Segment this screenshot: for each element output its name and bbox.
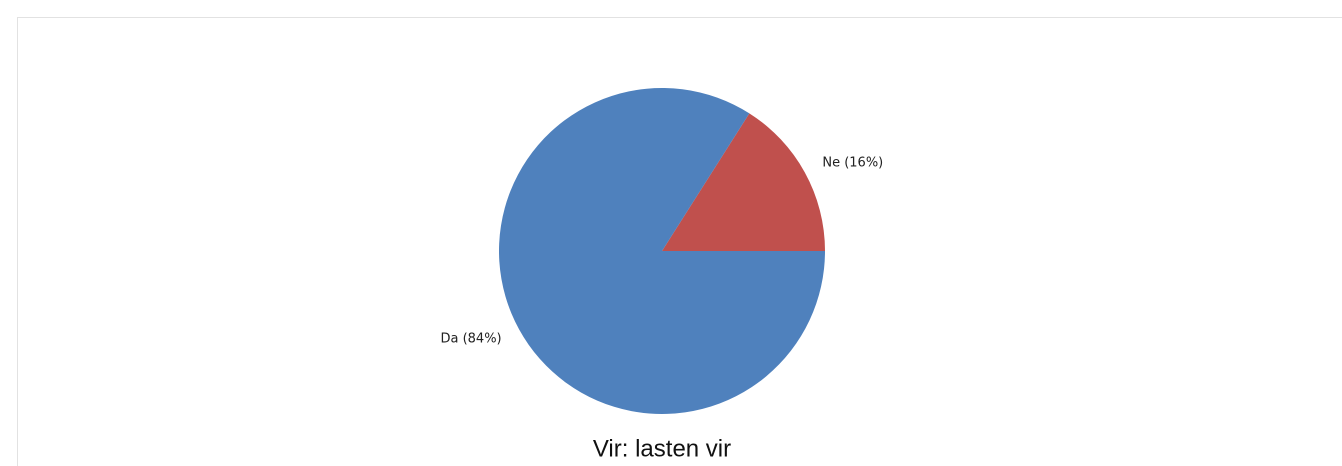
frame (17, 17, 1342, 466)
caption: Vir: lasten vir (593, 435, 731, 462)
data-label: Da (84%) (440, 332, 501, 347)
pie-slice (662, 113, 825, 252)
data-label: Ne (16%) (822, 155, 883, 170)
pie-slice (499, 87, 825, 414)
